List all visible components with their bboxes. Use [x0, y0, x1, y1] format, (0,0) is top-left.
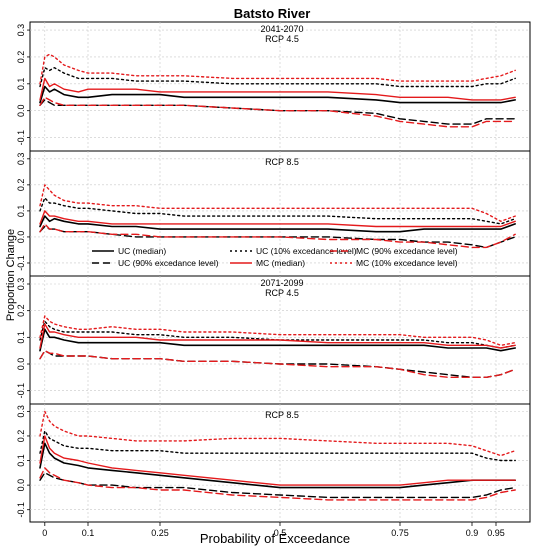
panel-scenario-label: RCP 4.5: [265, 288, 299, 298]
legend-entry: UC (90% excedance level): [92, 258, 219, 268]
series-line: [39, 410, 516, 457]
series-line: [39, 315, 516, 346]
legend: UC (median) UC (10% excedance level) MC (9…: [92, 246, 458, 268]
series-line: [39, 223, 516, 249]
series-line: [39, 99, 516, 125]
series-line: [39, 320, 516, 349]
y-axis-label: Proportion Change: [5, 229, 17, 321]
y-tick-label: 0.2: [16, 304, 26, 317]
y-tick-label: 0.0: [16, 104, 26, 117]
legend-entry: MC (90% excedance level): [330, 246, 458, 256]
panel-2: -0.1 0.0 0.1 0.2 0.3 RCP 8.5: [16, 150, 531, 277]
x-tick-label: 0.95: [487, 528, 505, 538]
series-line: [39, 328, 517, 352]
x-tick-label: 0.9: [466, 528, 479, 538]
series-line: [39, 66, 516, 88]
series-line: [39, 210, 516, 228]
legend-entry: UC (median): [92, 246, 166, 256]
y-tick-label: 0.2: [16, 430, 26, 443]
x-tick-label: 0: [42, 528, 47, 538]
legend-label: MC (median): [256, 258, 305, 268]
x-tick-label: 0.5: [274, 528, 287, 538]
series-line: [39, 323, 516, 349]
y-tick-label: -0.1: [16, 502, 26, 518]
y-tick-label: 0.3: [16, 278, 26, 291]
y-tick-label: 0.1: [16, 331, 26, 344]
y-tick-label: 0.1: [16, 78, 26, 91]
legend-entry: MC (10% excedance level): [330, 258, 458, 268]
series-line: [39, 197, 516, 225]
legend-label: MC (90% excedance level): [356, 246, 458, 256]
y-tick-label: 0.3: [16, 153, 26, 166]
series-line: [39, 184, 516, 223]
legend-label: UC (median): [118, 246, 166, 256]
series-line: [39, 350, 516, 378]
series-line: [39, 467, 516, 501]
legend-label: UC (90% excedance level): [118, 258, 219, 268]
panel-period-label: 2071-2099: [260, 278, 303, 288]
series-line: [39, 442, 517, 489]
y-tick-label: 0.3: [16, 24, 26, 37]
legend-label: UC (10% excedance level): [256, 246, 357, 256]
legend-label: MC (10% excedance level): [356, 258, 458, 268]
y-tick-label: 0.0: [16, 231, 26, 244]
y-tick-label: 0.0: [16, 358, 26, 371]
series-line: [39, 350, 516, 378]
panel-scenario-label: RCP 8.5: [265, 410, 299, 420]
series-line: [39, 53, 516, 85]
y-tick-label: 0.1: [16, 205, 26, 218]
y-tick-label: 0.2: [16, 179, 26, 192]
series-line: [39, 77, 516, 101]
legend-entry: UC (10% excedance level): [230, 246, 357, 256]
x-tick-label: 0.1: [82, 528, 95, 538]
x-axis-label: Probability of Exceedance: [200, 531, 350, 546]
series-line: [39, 435, 516, 486]
y-tick-label: -0.1: [16, 130, 26, 146]
y-tick-label: -0.1: [16, 383, 26, 399]
y-tick-label: 0.1: [16, 454, 26, 467]
chart-title: Batsto River: [234, 6, 311, 21]
series-line: [39, 430, 516, 462]
y-tick-label: 0.3: [16, 405, 26, 418]
x-tick-label: 0.25: [151, 528, 169, 538]
x-axis: 0 0.1 0.25 0.5 0.75 0.9 0.95: [42, 522, 505, 538]
y-tick-label: 0.2: [16, 51, 26, 64]
series-line: [39, 96, 516, 128]
legend-entry: MC (median): [230, 258, 305, 268]
panel-scenario-label: RCP 4.5: [265, 34, 299, 44]
y-tick-label: 0.0: [16, 479, 26, 492]
series-line: [39, 85, 517, 104]
panel-scenario-label: RCP 8.5: [265, 157, 299, 167]
panel-4: -0.1 0.0 0.1 0.2 0.3 RCP 8.5: [16, 403, 531, 523]
y-tick-label: -0.1: [16, 255, 26, 271]
panel-period-label: 2041-2070: [260, 24, 303, 34]
x-tick-label: 0.75: [391, 528, 409, 538]
series-line: [39, 215, 517, 233]
series-line: [39, 472, 516, 499]
